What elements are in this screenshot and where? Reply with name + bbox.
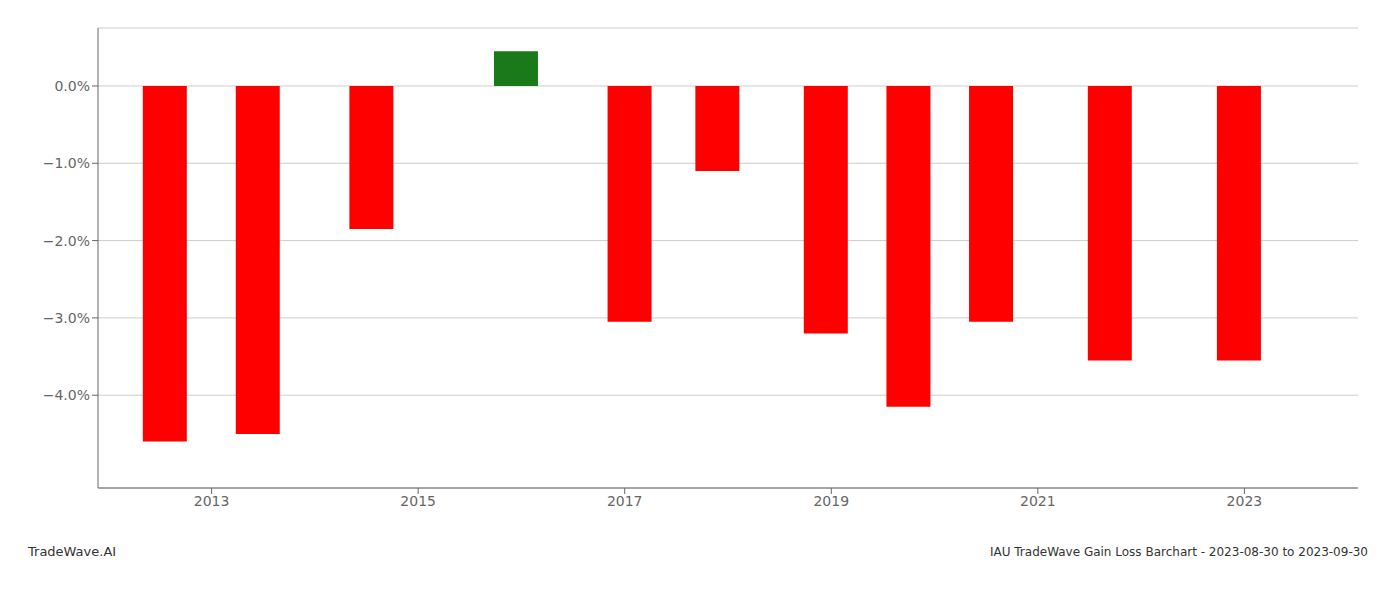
- svg-text:−4.0%: −4.0%: [43, 387, 90, 403]
- svg-text:2021: 2021: [1020, 493, 1056, 509]
- html-text:TradeWave.AI: TradeWave.AI: [28, 544, 117, 559]
- svg-text:2015: 2015: [400, 493, 436, 509]
- html-text:IAU TradeWave Gain Loss Barcha: IAU TradeWave Gain Loss Barchart - 2023-…: [989, 545, 1368, 559]
- svg-text:2023: 2023: [1227, 493, 1263, 509]
- svg-text:0.0%: 0.0%: [54, 78, 90, 94]
- svg-text:2019: 2019: [813, 493, 849, 509]
- svg-text:2013: 2013: [194, 493, 230, 509]
- svg-text:2017: 2017: [607, 493, 643, 509]
- svg-text:−3.0%: −3.0%: [43, 310, 90, 326]
- svg-text:−1.0%: −1.0%: [43, 155, 90, 171]
- svg-text:−2.0%: −2.0%: [43, 233, 90, 249]
